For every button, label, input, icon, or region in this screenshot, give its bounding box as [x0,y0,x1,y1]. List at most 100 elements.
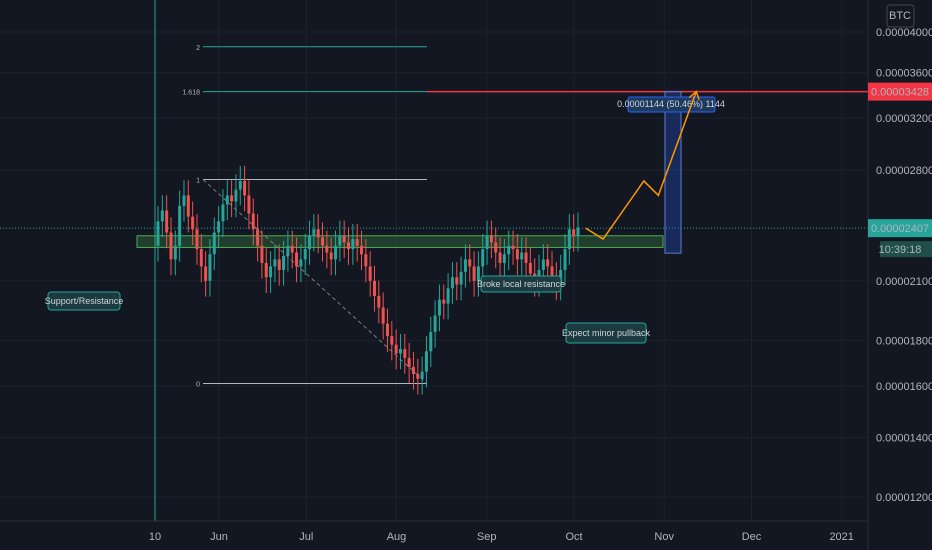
target-price-label-badge [868,82,932,101]
support-resistance-rect[interactable] [136,235,664,248]
candle-body [182,195,186,206]
candle-body [212,232,216,255]
candle-body [524,252,528,263]
candle-body [385,323,389,337]
candle-body [463,259,467,272]
price-tick-label: 0.00001800 [876,335,932,347]
candle-body [186,195,190,217]
candle-body [334,245,338,260]
time-tick-label: Jun [210,531,228,543]
candle-body [329,252,333,260]
broke-resistance-callout: Broke local resistance [477,279,565,289]
candle-body [173,245,177,260]
candle-body [476,266,480,281]
candle-body [178,205,182,246]
candle-body [472,266,476,281]
candle-body [303,249,307,260]
candle-body [576,227,580,236]
candle-body [195,229,199,250]
time-tick-label: Aug [387,531,407,543]
candle-body [403,349,407,358]
countdown-label: 10:39:18 [879,244,922,256]
candle-body [342,235,346,243]
fib-level-label: 0 [196,381,200,388]
candle-body [416,374,420,379]
pullback-callout-box[interactable] [565,322,647,344]
support-resistance-zone[interactable] [136,235,664,248]
candle-body [165,210,169,233]
candle-body [286,245,290,256]
fibonacci-extension[interactable]: 2 1.618 1 0 [182,45,428,389]
candle-body [563,249,567,270]
candle-body [316,229,320,238]
candle-body [550,266,554,278]
fib-level-label: 1 [196,178,200,185]
candle-body [537,269,541,281]
fib-trend-line[interactable] [202,179,428,384]
candle-body [494,242,498,253]
candle-body [433,315,437,332]
candle-body [541,259,545,270]
candle-body [230,195,234,202]
drawings[interactable]: 0.00001144 (50.46%) 1144 Support/Resistan… [45,90,868,344]
candle-body [546,259,550,267]
candle-body [199,249,203,267]
candle-body [498,252,502,263]
candle-body [351,239,355,250]
candle-body [264,262,268,278]
candle-body [282,255,286,270]
candle-body [572,229,576,236]
candle-body [390,336,394,345]
candle-body [290,245,294,253]
candle-body [238,180,242,190]
fib-level-label: 1.618 [182,90,200,97]
candle-body [251,213,255,230]
measure-label: 0.00001144 (50.46%) 1144 [617,99,725,109]
projection-path[interactable] [585,91,697,241]
support-resistance-callout-box[interactable] [47,291,121,311]
candle-body [191,216,195,230]
candle-body [407,357,411,368]
candle-body [424,351,428,372]
fib-level-label: 2 [196,45,200,52]
candle-body [156,221,160,246]
candle-body [269,266,273,278]
countdown-badge [880,241,932,258]
candle-body [455,277,459,285]
price-tick-label: 0.00002100 [876,276,932,288]
candle-body [372,280,376,296]
support-resistance-callout: Support/Resistance [45,296,124,306]
candle-body [325,245,329,253]
candle-body [481,249,485,267]
candle-body [502,254,506,263]
price-tick-label: 0.00002800 [876,165,932,177]
currency-label-box [886,4,915,28]
candle-body [360,245,364,255]
current-price-label-badge [868,219,932,238]
candle-body [225,195,229,205]
price-range-measure[interactable] [664,91,682,254]
candle-body [411,367,415,375]
candle-body [260,245,264,263]
time-tick-label: Jul [299,531,313,543]
candle-body [312,229,316,236]
price-tick-label: 0.00001200 [876,492,932,504]
time-tick-label: Nov [654,531,674,543]
target-price-label: 0.00003428 [871,87,929,99]
candle-body [459,271,463,285]
time-tick-label: 2021 [829,531,853,543]
candle-body [520,252,524,260]
candle-body [221,204,225,222]
candle-body [381,307,385,324]
candle-body [308,235,312,250]
candle-body [295,252,299,267]
broke-resistance-callout-box[interactable] [480,275,562,293]
candle-body [511,245,515,250]
candle-body [567,229,571,250]
candle-body [368,266,372,281]
time-tick-label: Sep [477,531,497,543]
candle-body [420,371,424,379]
candle-body [437,299,441,316]
